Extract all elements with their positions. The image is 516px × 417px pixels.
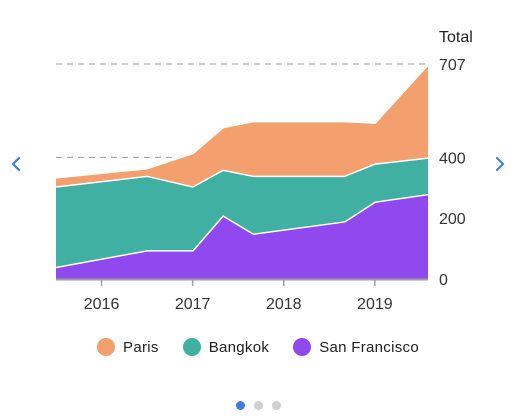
- axis-title: Total: [439, 29, 473, 46]
- x-tick-label: 2018: [266, 296, 302, 313]
- legend-label: San Francisco: [319, 338, 419, 356]
- page-dot[interactable]: [271, 401, 281, 410]
- previous-chart-button[interactable]: [6, 152, 26, 176]
- area-layers: [55, 62, 430, 279]
- stacked-area-chart: 2016 2017 2018 2019 0 200 400 707 Total: [55, 29, 473, 313]
- legend-item-paris[interactable]: Paris: [97, 338, 159, 356]
- y-tick-label: 400: [439, 150, 466, 167]
- x-tick-label: 2017: [175, 296, 211, 313]
- y-tick-label: 200: [439, 211, 466, 228]
- page-dot[interactable]: [253, 401, 263, 410]
- x-tick-label: 2016: [84, 296, 120, 313]
- area-bangkok: [56, 157, 428, 267]
- legend-item-san-francisco[interactable]: San Francisco: [293, 338, 419, 356]
- legend-label: Bangkok: [208, 338, 270, 356]
- x-tick-labels: 2016 2017 2018 2019: [84, 279, 393, 313]
- area-edge-paris: [55, 62, 430, 179]
- legend-swatch-san-francisco: [293, 338, 312, 356]
- legend-label: Paris: [123, 338, 159, 356]
- next-chart-button[interactable]: [490, 152, 510, 176]
- page-indicator: [0, 401, 516, 410]
- chevron-right-icon: [495, 156, 505, 172]
- y-tick-label: 0: [439, 272, 448, 289]
- legend-swatch-paris: [97, 338, 116, 356]
- chevron-left-icon: [11, 156, 21, 172]
- y-tick-labels: 0 200 400 707: [439, 57, 466, 289]
- legend-swatch-bangkok: [182, 338, 201, 356]
- area-paris: [56, 64, 428, 187]
- y-tick-label: 707: [439, 57, 466, 74]
- legend-item-bangkok[interactable]: Bangkok: [182, 338, 270, 356]
- x-tick-label: 2019: [357, 296, 393, 313]
- chart-legend: Paris Bangkok San Francisco: [0, 338, 516, 356]
- area-san-francisco: [56, 193, 428, 279]
- page-dot[interactable]: [235, 401, 245, 410]
